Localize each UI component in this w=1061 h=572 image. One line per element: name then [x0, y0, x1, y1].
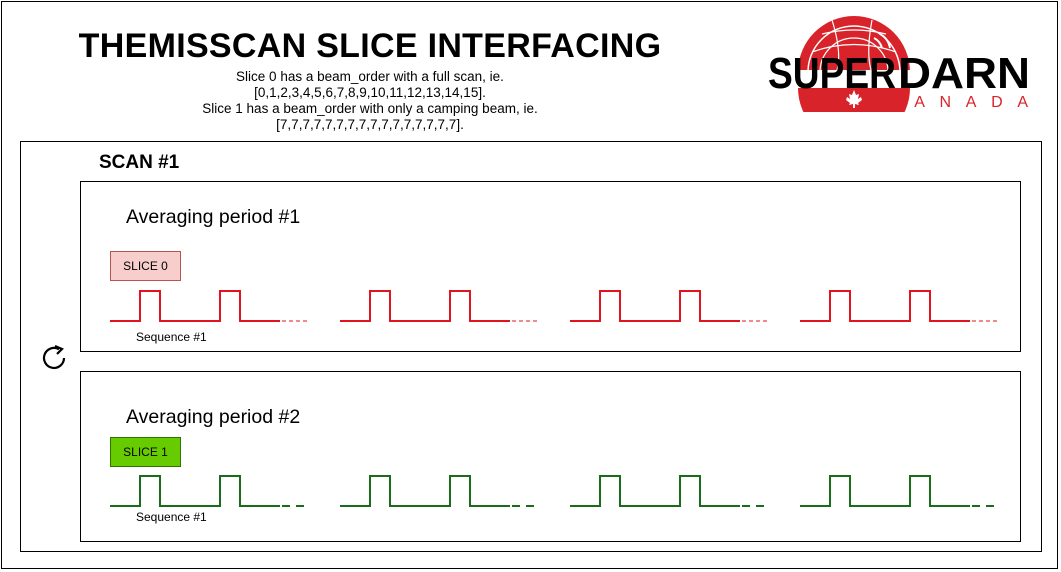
pulse-sequence: [110, 475, 280, 507]
description-line-2: [0,1,2,3,4,5,6,7,8,9,10,11,12,13,14,15].: [254, 85, 486, 100]
slice-1-pulse-sequences: [110, 475, 1000, 507]
sequence-1-label-period-1: Sequence #1: [136, 330, 207, 344]
superdarn-canada-logo: SUPER DARN CANADA: [768, 16, 1030, 112]
averaging-period-2-box: [80, 371, 1021, 542]
slice-0-tag: SLICE 0: [110, 251, 181, 281]
pulse-sequence: [110, 290, 280, 322]
averaging-period-1-label: Averaging period #1: [126, 206, 301, 228]
scan-box: [20, 141, 1042, 552]
scan-label: SCAN #1: [99, 152, 180, 173]
pulse-sequence: [340, 290, 510, 322]
pulse-sequence: [800, 290, 970, 322]
page-title: THEMISSCAN SLICE INTERFACING: [78, 27, 662, 65]
svg-text:DARN: DARN: [898, 49, 1030, 98]
pulse-sequence: [800, 475, 970, 507]
sequence-1-label-period-2: Sequence #1: [136, 510, 207, 524]
description-line-4: [7,7,7,7,7,7,7,7,7,7,7,7,7,7,7,7].: [276, 117, 464, 132]
description-line-1: Slice 0 has a beam_order with a full sca…: [236, 69, 504, 84]
pulse-sequence: [570, 290, 740, 322]
maple-leaf-icon: [846, 90, 862, 108]
averaging-period-2-label: Averaging period #2: [126, 406, 301, 428]
refresh-icon: [42, 344, 66, 370]
slice-1-tag: SLICE 1: [110, 437, 181, 467]
slice-0-pulse-sequences: [110, 290, 1000, 322]
description-line-3: Slice 1 has a beam_order with only a cam…: [202, 101, 538, 116]
pulse-sequence: [340, 475, 510, 507]
description: Slice 0 has a beam_order with a full sca…: [120, 69, 620, 133]
svg-text:SUPER: SUPER: [768, 49, 896, 98]
pulse-sequence: [570, 475, 740, 507]
averaging-period-1-box: [80, 181, 1021, 352]
